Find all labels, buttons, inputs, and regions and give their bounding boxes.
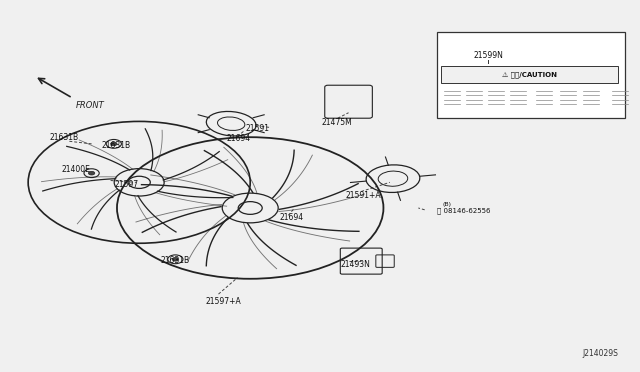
Text: 21631B: 21631B [101, 141, 131, 150]
Text: Ⓑ 08146-62556: Ⓑ 08146-62556 [437, 208, 491, 214]
Text: 21475M: 21475M [322, 118, 353, 127]
Text: J214029S: J214029S [582, 349, 618, 358]
Text: 21694: 21694 [280, 213, 303, 222]
Text: 21597+A: 21597+A [205, 297, 241, 306]
Text: 21400E: 21400E [61, 165, 90, 174]
Text: FRONT: FRONT [76, 101, 104, 110]
Text: 21597: 21597 [115, 180, 138, 189]
Text: 21591+A: 21591+A [346, 192, 381, 201]
Circle shape [172, 257, 179, 261]
Text: 21694: 21694 [227, 134, 251, 143]
Circle shape [111, 142, 117, 146]
Text: 21631B: 21631B [50, 133, 79, 142]
Text: ⚠ 注意/CAUTION: ⚠ 注意/CAUTION [502, 71, 557, 78]
Text: 21493N: 21493N [340, 260, 371, 269]
Circle shape [88, 171, 95, 175]
Bar [437, 32, 625, 118]
Text: (B): (B) [442, 202, 451, 207]
Text: 21599N: 21599N [473, 51, 503, 60]
Text: 21631B: 21631B [161, 256, 190, 264]
Text: 21591: 21591 [246, 124, 270, 132]
Bar [440, 66, 618, 83]
